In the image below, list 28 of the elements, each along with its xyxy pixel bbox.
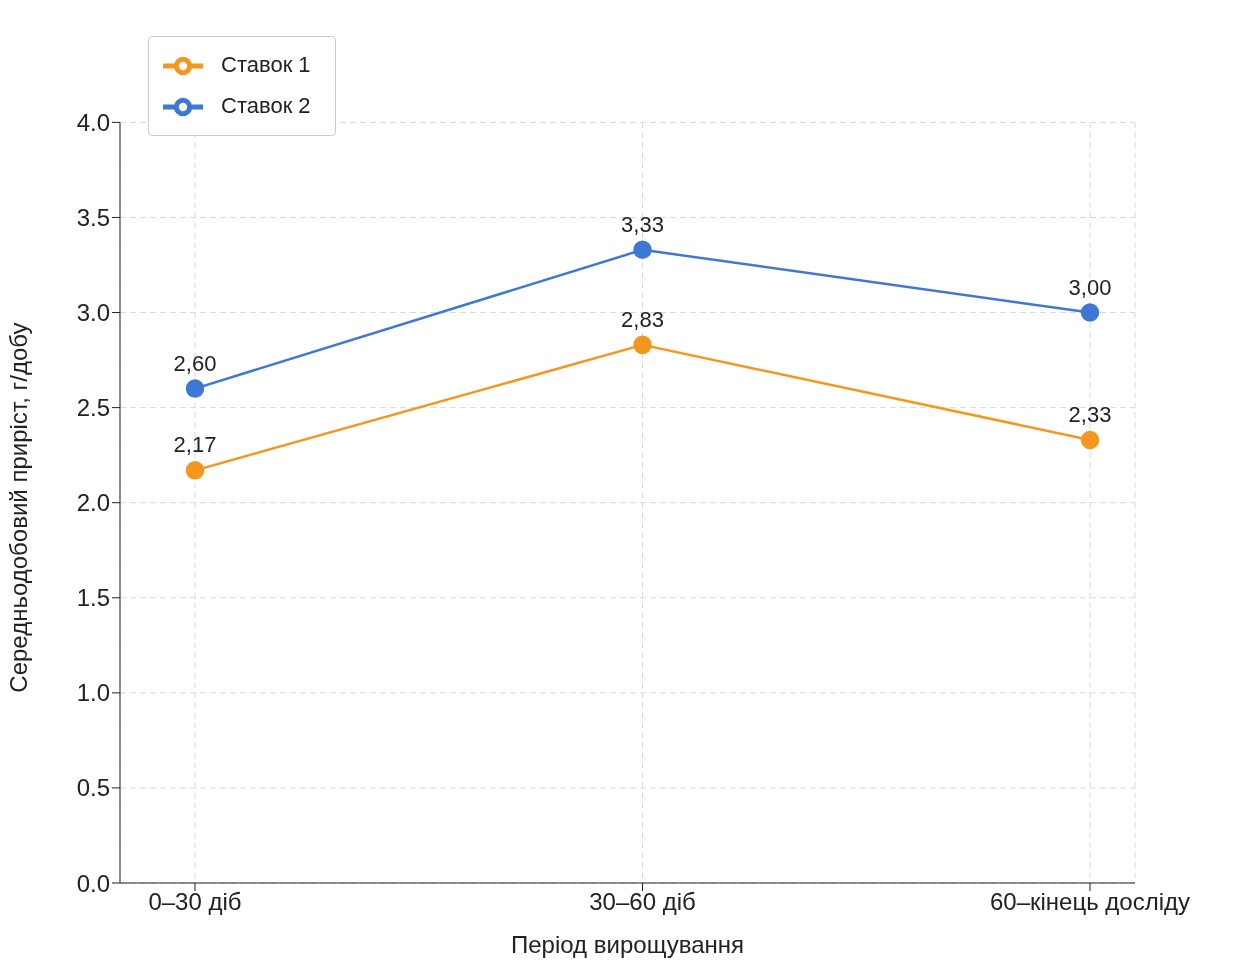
x-tick-label: 30–60 діб	[589, 888, 696, 916]
data-label: 2,33	[1068, 401, 1112, 427]
legend-label: Ставок 2	[221, 93, 311, 119]
y-tick-label: 3.5	[76, 203, 110, 231]
y-tick-label: 4.0	[76, 108, 110, 136]
y-tick-label: 1.0	[76, 679, 110, 707]
point	[185, 379, 205, 398]
y-tick-label: 0.5	[76, 774, 110, 802]
y-tick-label: 0.0	[76, 869, 110, 897]
x-tick-label: 60–кінець досліду	[989, 888, 1191, 916]
data-label: 3,33	[621, 211, 664, 237]
legend-label: Ставок 1	[221, 52, 311, 77]
x-axis-title: Період вирощування	[511, 931, 744, 958]
y-tick-label: 2.0	[76, 489, 110, 517]
y-tick-label: 2.5	[76, 394, 110, 422]
y-axis-title: Середньодобовий приріст, г/добу	[4, 322, 32, 693]
data-label: 2,83	[621, 306, 664, 332]
data-label: 3,00	[1068, 274, 1112, 300]
point	[1080, 303, 1100, 322]
y-tick-label: 3.0	[76, 299, 110, 327]
y-tick-label: 1.5	[76, 584, 110, 612]
point	[633, 335, 652, 355]
point	[633, 240, 652, 260]
data-label: 2,60	[173, 350, 217, 376]
data-label: 2,17	[173, 432, 217, 458]
point	[185, 461, 205, 480]
point	[1080, 430, 1100, 450]
x-tick-label: 0–30 діб	[148, 888, 242, 916]
